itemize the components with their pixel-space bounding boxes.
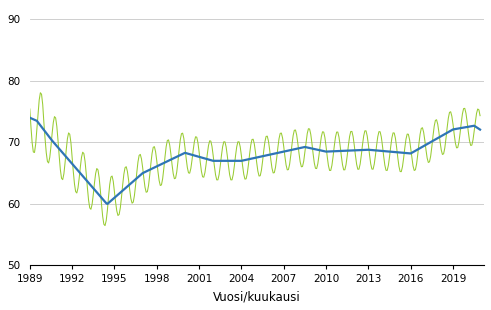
Työllisyysaste, trendi bbox=[42, 130, 48, 133]
Työllisyysaste bbox=[350, 135, 356, 138]
X-axis label: Vuosi/kuukausi: Vuosi/kuukausi bbox=[213, 290, 301, 303]
Line: Työllisyysaste, trendi: Työllisyysaste, trendi bbox=[30, 118, 480, 204]
Line: Työllisyysaste: Työllisyysaste bbox=[30, 93, 480, 226]
Työllisyysaste bbox=[417, 132, 423, 136]
Työllisyysaste bbox=[43, 151, 49, 155]
Työllisyysaste bbox=[476, 108, 482, 112]
Työllisyysaste, trendi bbox=[416, 147, 422, 151]
Työllisyysaste, trendi bbox=[27, 116, 33, 120]
Työllisyysaste, trendi bbox=[56, 147, 62, 151]
Työllisyysaste, trendi bbox=[477, 128, 483, 131]
Työllisyysaste, trendi bbox=[260, 154, 266, 158]
Työllisyysaste, trendi bbox=[475, 126, 481, 130]
Työllisyysaste, trendi bbox=[105, 202, 110, 206]
Työllisyysaste bbox=[37, 91, 43, 95]
Työllisyysaste, trendi bbox=[349, 148, 355, 152]
Työllisyysaste bbox=[27, 107, 33, 111]
Text: %: % bbox=[0, 0, 9, 2]
Työllisyysaste bbox=[102, 224, 108, 228]
Työllisyysaste bbox=[57, 168, 63, 172]
Työllisyysaste bbox=[261, 149, 267, 153]
Työllisyysaste bbox=[477, 114, 483, 117]
